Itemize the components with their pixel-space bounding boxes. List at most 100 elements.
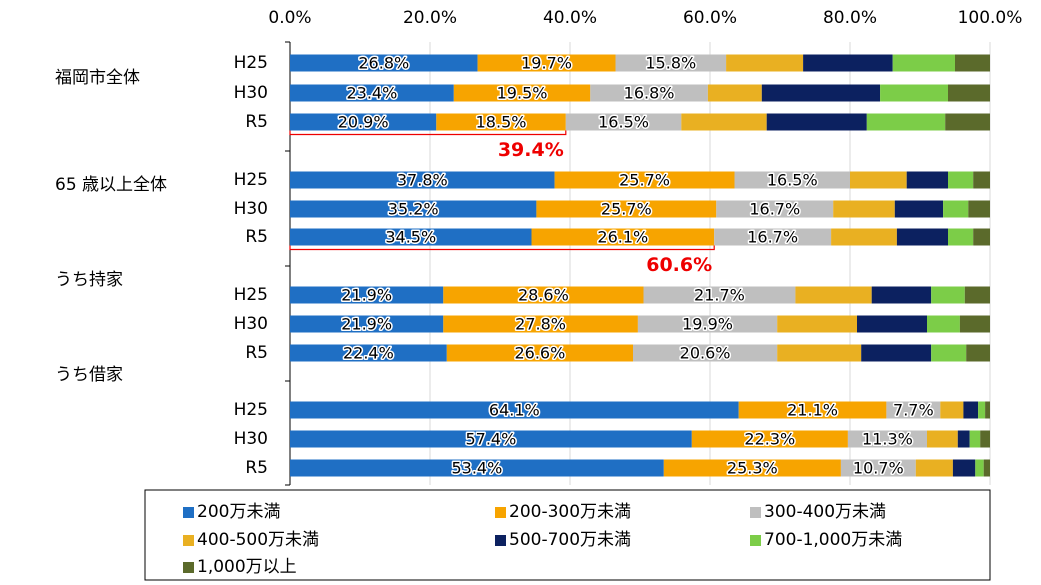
value-label: 26.8%	[358, 54, 409, 73]
bar-segment	[886, 401, 941, 419]
bar-segment	[795, 286, 872, 304]
group-label: 65 歳以上全体	[55, 175, 167, 195]
bar-segment	[707, 84, 762, 102]
bar-segment	[983, 459, 990, 477]
bracket	[289, 245, 715, 251]
bar-segment	[968, 200, 990, 218]
bar-segment	[985, 401, 990, 419]
bar-segment	[927, 315, 960, 333]
y-tick-label: H25	[234, 400, 268, 420]
legend-swatch	[495, 507, 506, 518]
group-label: 福岡市全体	[55, 68, 140, 88]
legend-box	[144, 489, 991, 581]
bar-segment	[290, 459, 664, 477]
y-tick-label: H30	[234, 429, 268, 449]
x-tick-label: 80.0%	[823, 8, 877, 28]
bar-segment	[633, 344, 778, 362]
legend-swatch	[183, 562, 194, 573]
bar-segment	[643, 286, 796, 304]
value-label: 16.7%	[749, 200, 800, 219]
group-label: うち持家	[55, 270, 123, 290]
bar-segment	[915, 459, 953, 477]
bar-segment	[443, 315, 638, 333]
bar-segment	[931, 344, 967, 362]
value-label: 19.7%	[521, 54, 572, 73]
value-label: 25.3%	[727, 459, 778, 478]
bar-segment	[955, 54, 990, 72]
bar-segment	[290, 84, 454, 102]
value-label: 35.2%	[388, 200, 439, 219]
legend-swatch	[495, 535, 506, 546]
bar-segment	[948, 171, 974, 189]
group-label: うち借家	[55, 365, 123, 385]
bar-segment	[536, 200, 717, 218]
bar-segment	[453, 84, 591, 102]
bar-segment	[952, 459, 976, 477]
bar-segment	[716, 200, 834, 218]
bar-segment	[866, 113, 946, 131]
bar-segment	[681, 113, 767, 131]
bar-segment	[857, 315, 927, 333]
bar-segment	[948, 228, 974, 246]
y-tick-label: R5	[245, 343, 268, 363]
value-label: 16.5%	[598, 113, 649, 132]
bar-segment	[734, 171, 850, 189]
value-label: 22.4%	[343, 344, 394, 363]
y-tick-label: R5	[245, 112, 268, 132]
legend-label: 1,000万以上	[197, 557, 297, 577]
value-label: 19.9%	[682, 315, 733, 334]
bar-segment	[840, 459, 916, 477]
bar-segment	[436, 113, 566, 131]
x-tick-label: 60.0%	[683, 8, 737, 28]
bar-segment	[565, 113, 682, 131]
bar-segment	[847, 430, 927, 448]
legend-label: 200万未満	[197, 502, 280, 522]
bar-segment	[777, 315, 857, 333]
value-label: 26.6%	[514, 344, 565, 363]
legend-swatch	[750, 507, 761, 518]
bar-segment	[738, 401, 887, 419]
bar-segment	[477, 54, 616, 72]
value-label: 20.6%	[680, 344, 731, 363]
bar-segment	[761, 84, 881, 102]
value-label: 57.4%	[465, 430, 516, 449]
bar-segment	[975, 459, 984, 477]
y-tick-label: H30	[234, 314, 268, 334]
bar-segment	[931, 286, 965, 304]
value-label: 21.1%	[787, 401, 838, 420]
value-label: 25.7%	[601, 200, 652, 219]
value-label: 16.8%	[624, 84, 675, 103]
bar-segment	[290, 113, 437, 131]
bar-segment	[927, 430, 958, 448]
value-label: 15.8%	[645, 54, 696, 73]
bar-segment	[892, 54, 955, 72]
y-tick-label: H25	[234, 170, 268, 190]
x-tick-label: 100.0%	[958, 8, 1023, 28]
bracket	[289, 130, 567, 136]
bar-segment	[906, 171, 948, 189]
bar-segment	[964, 286, 990, 304]
bar-segment	[833, 200, 895, 218]
bar-segment	[896, 228, 948, 246]
bar-segment	[290, 401, 739, 419]
bar-segment	[959, 315, 990, 333]
legend-label: 300-400万未満	[764, 502, 886, 522]
value-label: 25.7%	[619, 171, 670, 190]
bar-segment	[590, 84, 708, 102]
bar-segment	[726, 54, 804, 72]
value-label: 7.7%	[893, 401, 934, 420]
bar-segment	[290, 171, 555, 189]
legend-label: 500-700万未満	[509, 530, 631, 550]
value-label: 28.6%	[518, 286, 569, 305]
bar-segment	[531, 228, 715, 246]
bar-segment	[943, 200, 969, 218]
bar-segment	[963, 401, 979, 419]
bar-segment	[980, 430, 990, 448]
bar-segment	[691, 430, 848, 448]
value-label: 21.7%	[694, 286, 745, 305]
y-tick-label: R5	[245, 227, 268, 247]
bar-segment	[871, 286, 932, 304]
value-label: 16.5%	[767, 171, 818, 190]
y-tick-label: H30	[234, 199, 268, 219]
